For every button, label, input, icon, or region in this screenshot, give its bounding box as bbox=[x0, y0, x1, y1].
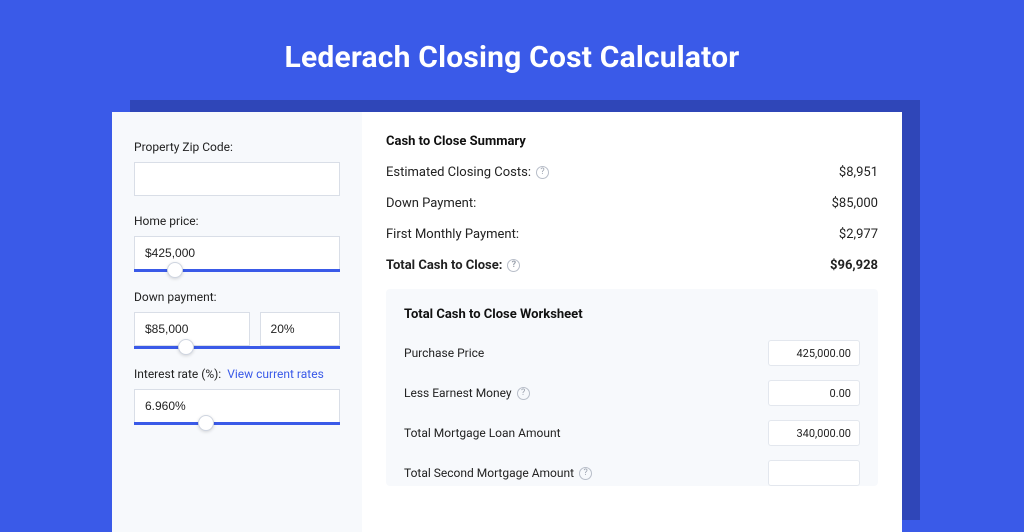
worksheet-row-value[interactable]: 340,000.00 bbox=[768, 420, 860, 446]
summary-row: Total Cash to Close:? $96,928 bbox=[386, 258, 878, 273]
summary-title: Cash to Close Summary bbox=[386, 134, 878, 149]
down-payment-label: Down payment: bbox=[134, 290, 340, 304]
summary-row: Down Payment: $85,000 bbox=[386, 196, 878, 211]
worksheet-panel: Total Cash to Close Worksheet Purchase P… bbox=[386, 289, 878, 486]
results-panel: Cash to Close Summary Estimated Closing … bbox=[362, 112, 902, 532]
summary-row-value: $96,928 bbox=[830, 258, 878, 273]
summary-row-label: First Monthly Payment: bbox=[386, 227, 519, 242]
home-price-slider-thumb[interactable] bbox=[167, 262, 183, 278]
summary-rows: Estimated Closing Costs:? $8,951 Down Paym… bbox=[386, 165, 878, 273]
down-payment-slider-thumb[interactable] bbox=[178, 339, 194, 355]
worksheet-row-label: Less Earnest Money bbox=[404, 386, 512, 400]
interest-label-text: Interest rate (%): bbox=[134, 367, 221, 381]
down-payment-field-group: Down payment: bbox=[134, 290, 340, 349]
interest-field-group: Interest rate (%): View current rates bbox=[134, 367, 340, 425]
view-rates-link[interactable]: View current rates bbox=[227, 367, 324, 381]
worksheet-row-label: Total Second Mortgage Amount bbox=[404, 466, 574, 480]
summary-row-label: Down Payment: bbox=[386, 196, 476, 211]
home-price-slider[interactable] bbox=[134, 269, 340, 272]
interest-slider-thumb[interactable] bbox=[198, 415, 214, 431]
summary-row: Estimated Closing Costs:? $8,951 bbox=[386, 165, 878, 180]
interest-input[interactable] bbox=[134, 389, 340, 423]
zip-input[interactable] bbox=[134, 162, 340, 196]
summary-row-label: Total Cash to Close: bbox=[386, 258, 502, 273]
home-price-label: Home price: bbox=[134, 214, 340, 228]
zip-label: Property Zip Code: bbox=[134, 140, 340, 154]
summary-row-value: $8,951 bbox=[839, 165, 878, 180]
worksheet-row: Total Second Mortgage Amount? bbox=[404, 460, 860, 486]
help-icon[interactable]: ? bbox=[579, 467, 592, 480]
summary-row-value: $85,000 bbox=[832, 196, 878, 211]
worksheet-row-value[interactable]: 425,000.00 bbox=[768, 340, 860, 366]
help-icon[interactable]: ? bbox=[507, 259, 520, 272]
worksheet-row-value[interactable]: 0.00 bbox=[768, 380, 860, 406]
worksheet-row: Total Mortgage Loan Amount 340,000.00 bbox=[404, 420, 860, 446]
worksheet-row: Purchase Price 425,000.00 bbox=[404, 340, 860, 366]
worksheet-title: Total Cash to Close Worksheet bbox=[404, 307, 860, 322]
home-price-input[interactable] bbox=[134, 236, 340, 270]
down-payment-input[interactable] bbox=[134, 312, 250, 346]
worksheet-row: Less Earnest Money? 0.00 bbox=[404, 380, 860, 406]
worksheet-row-label: Total Mortgage Loan Amount bbox=[404, 426, 561, 440]
help-icon[interactable]: ? bbox=[517, 387, 530, 400]
calculator-card: Property Zip Code: Home price: Down paym… bbox=[112, 112, 902, 532]
zip-field-group: Property Zip Code: bbox=[134, 140, 340, 196]
summary-row: First Monthly Payment: $2,977 bbox=[386, 227, 878, 242]
page-title: Lederach Closing Cost Calculator bbox=[0, 0, 1024, 101]
down-payment-slider[interactable] bbox=[134, 346, 340, 349]
worksheet-row-value[interactable] bbox=[768, 460, 860, 486]
help-icon[interactable]: ? bbox=[536, 166, 549, 179]
worksheet-row-label: Purchase Price bbox=[404, 346, 484, 360]
summary-row-value: $2,977 bbox=[839, 227, 878, 242]
down-payment-pct-input[interactable] bbox=[260, 312, 340, 346]
inputs-panel: Property Zip Code: Home price: Down paym… bbox=[112, 112, 362, 532]
worksheet-rows: Purchase Price 425,000.00 Less Earnest Mon… bbox=[404, 340, 860, 486]
interest-label: Interest rate (%): View current rates bbox=[134, 367, 340, 381]
summary-row-label: Estimated Closing Costs: bbox=[386, 165, 531, 180]
interest-slider[interactable] bbox=[134, 422, 340, 425]
home-price-field-group: Home price: bbox=[134, 214, 340, 272]
